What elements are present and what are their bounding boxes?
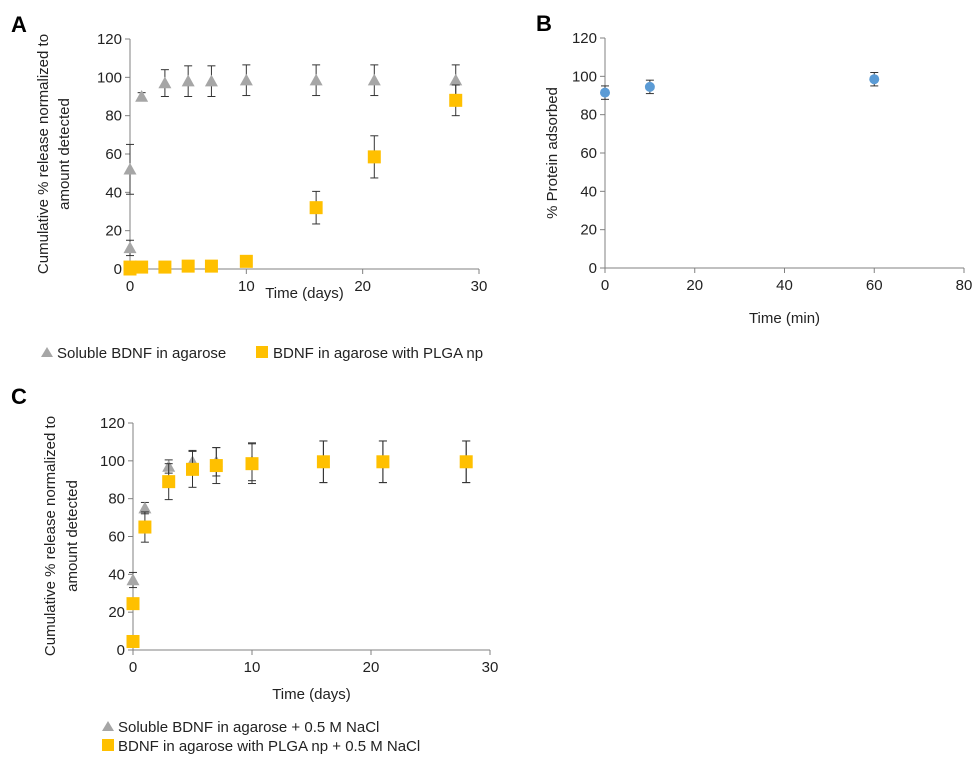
panel-c-legend-item: BDNF in agarose with PLGA np + 0.5 M NaC…	[102, 738, 420, 755]
panel-a-series-0-point	[123, 162, 137, 175]
panel-c-legend-label: Soluble BDNF in agarose + 0.5 M NaCl	[118, 719, 379, 736]
panel-c-legend-marker	[102, 739, 114, 751]
panel-a-series-1-point	[204, 259, 218, 273]
panel-b-y-tick-label: 120	[572, 30, 597, 47]
panel-c-y-axis-title: amount detected	[64, 480, 81, 592]
panel-c-x-tick-label: 20	[363, 659, 380, 676]
panel-a-series-0-point	[181, 74, 195, 87]
panel-c-y-tick-label: 60	[108, 529, 125, 546]
panel-c-series-1-point	[126, 597, 140, 611]
panel-b-series-0-point	[600, 87, 610, 98]
panel-c-y-tick-label: 80	[108, 491, 125, 508]
panel-a-series-0-point	[135, 90, 149, 102]
panel-a-y-tick-label: 120	[97, 31, 122, 48]
panel-a-legend-marker	[256, 346, 268, 358]
panel-b-x-tick-label: 60	[866, 277, 883, 294]
panel-a-series-0-point	[309, 73, 323, 86]
panel-c-series-1-point	[138, 520, 152, 534]
panel-c-series-1-point	[245, 457, 259, 471]
panel-a-letter: A	[11, 12, 27, 37]
panel-c-x-tick-label: 30	[482, 659, 499, 676]
panel-c-y-tick-label: 120	[100, 415, 125, 432]
panel-b-series-0-point	[869, 74, 880, 85]
panel-c-series-1-point	[209, 459, 223, 473]
panel-a-y-axis-title: amount detected	[56, 98, 73, 210]
panel-c-y-tick-label: 20	[108, 604, 125, 621]
panel-a-series-0-point	[449, 73, 463, 86]
panel-a-legend-item: BDNF in agarose with PLGA np	[256, 345, 483, 362]
panel-c-series-1-point	[186, 462, 199, 476]
panel-b-series-0-point	[644, 81, 655, 92]
panel-a-y-tick-label: 0	[114, 261, 122, 278]
panel-a-legend-label: BDNF in agarose with PLGA np	[273, 345, 483, 362]
panel-b-letter: B	[536, 11, 552, 36]
panel-c-y-tick-label: 40	[108, 566, 125, 583]
panel-b-y-tick-label: 80	[580, 107, 597, 124]
panel-c-series-1-point	[459, 455, 473, 469]
panel-a-series-0-point	[204, 74, 218, 87]
panel-a-y-axis-title: Cumulative % release normalized to	[35, 34, 52, 274]
panel-a-y-tick-label: 60	[105, 146, 122, 163]
panel-b-x-tick-label: 0	[601, 277, 609, 294]
panel-b: B 0 20 40 60 80 100 120 0 20 40 60 80 Time (min) % Pro…	[536, 11, 972, 327]
panel-b-y-axis-title: % Protein adsorbed	[544, 87, 561, 219]
panel-a-series-0-point	[158, 76, 172, 89]
panel-a: A 0 20 40 60 80 100 120 0 10 20 30 Time (days) Cumula…	[11, 12, 487, 362]
panel-a-series-1-point	[449, 93, 463, 107]
panel-a-series-0-point	[239, 73, 253, 86]
panel-a-series-1-point	[181, 259, 195, 273]
panel-a-series-1-point	[367, 150, 381, 164]
panel-a-y-tick-label: 80	[105, 108, 122, 125]
panel-c-series-1-point	[316, 455, 330, 469]
panel-a-series-1-point	[309, 201, 323, 215]
panel-a-series-1-point	[239, 254, 253, 268]
panel-a-series-1-point	[123, 260, 137, 274]
panel-c-letter: C	[11, 384, 27, 409]
panel-a-y-tick-label: 20	[105, 223, 122, 240]
panel-a-x-tick-label: 0	[126, 278, 134, 295]
panel-c-y-tick-label: 100	[100, 453, 125, 470]
panel-c-series-0-point	[126, 573, 140, 586]
panel-c-x-tick-label: 0	[129, 659, 137, 676]
panel-c-series-1-point	[126, 634, 140, 648]
panel-b-y-tick-label: 20	[580, 222, 597, 239]
panel-c-series-0-point	[138, 501, 152, 514]
panel-c-x-axis-title: Time (days)	[272, 686, 351, 703]
panel-c-x-tick-label: 10	[244, 659, 261, 676]
panel-b-x-tick-label: 20	[686, 277, 703, 294]
panel-b-y-tick-label: 40	[580, 183, 597, 200]
panel-a-x-axis-title: Time (days)	[265, 285, 344, 302]
panel-b-x-tick-label: 40	[776, 277, 793, 294]
panel-a-x-tick-label: 30	[471, 278, 488, 295]
panel-a-legend-item: Soluble BDNF in agarose	[41, 345, 226, 362]
panel-a-legend-label: Soluble BDNF in agarose	[57, 345, 226, 362]
panel-b-y-tick-label: 60	[580, 145, 597, 162]
panel-c-legend-item: Soluble BDNF in agarose + 0.5 M NaCl	[102, 719, 379, 736]
panel-a-x-tick-label: 10	[238, 278, 255, 295]
panel-b-y-tick-label: 0	[589, 260, 597, 277]
panel-a-x-tick-label: 20	[354, 278, 371, 295]
panel-c-y-axis-title: Cumulative % release normalized to	[42, 416, 59, 656]
panel-a-y-tick-label: 100	[97, 69, 122, 86]
panel-b-x-axis-title: Time (min)	[749, 310, 820, 327]
panel-c: C 0 20 40 60 80 100 120 0 10 20 30 Time (days) Cumula…	[11, 384, 498, 755]
panel-c-y-tick-label: 0	[117, 642, 125, 659]
panel-a-series-0-point	[367, 73, 381, 86]
panel-c-series-1-point	[162, 475, 176, 489]
panel-c-legend-marker	[102, 721, 114, 731]
panel-b-x-tick-label: 80	[956, 277, 973, 294]
panel-a-legend-marker	[41, 347, 53, 357]
panel-c-legend-label: BDNF in agarose with PLGA np + 0.5 M NaC…	[118, 738, 420, 755]
panel-a-y-tick-label: 40	[105, 184, 122, 201]
panel-a-series-0-point	[123, 241, 137, 254]
panel-a-series-1-point	[135, 260, 149, 274]
panel-c-series-1-point	[376, 455, 390, 469]
panel-a-series-1-point	[158, 260, 172, 274]
panel-b-y-tick-label: 100	[572, 68, 597, 85]
